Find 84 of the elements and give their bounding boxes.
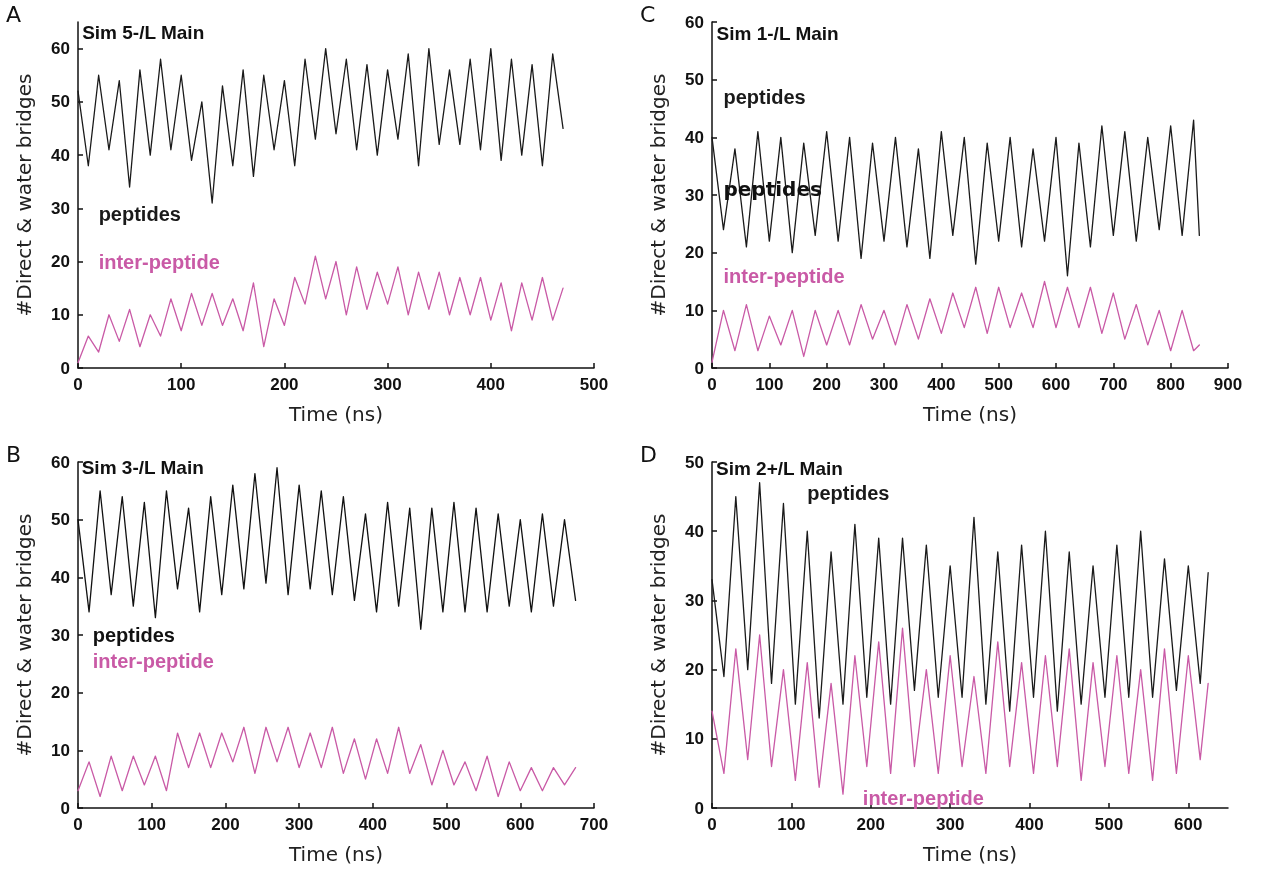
y-tick-label: 50: [685, 70, 704, 90]
y-tick-label: 40: [51, 567, 70, 587]
y-tick-label: 20: [685, 243, 704, 263]
y-axis-title: #Direct & water bridges: [12, 73, 36, 317]
y-tick-label: 60: [51, 452, 70, 472]
text: inter-peptide: [92, 649, 214, 672]
x-tick-label: 900: [1213, 375, 1243, 394]
x-tick-label: 0: [73, 375, 83, 394]
x-tick-label: 0: [73, 815, 83, 834]
text: A: [6, 1, 22, 27]
x-tick-label: 300: [869, 375, 899, 394]
y-tick-label: 40: [685, 127, 704, 147]
x-tick-label: 200: [211, 815, 240, 834]
y-tick-label: 20: [51, 683, 70, 703]
x-tick-label: 400: [927, 375, 956, 394]
x-tick-label: 300: [373, 375, 402, 394]
y-axis-title: #Direct & water bridges: [646, 73, 670, 317]
y-axis-title: #Direct & water bridges: [12, 513, 36, 757]
x-tick-label: 200: [856, 815, 885, 834]
y-tick-label: 50: [685, 452, 704, 472]
series-label: peptides: [92, 624, 175, 646]
series-label: inter-peptide: [723, 264, 845, 287]
y-tick-label: 60: [685, 12, 704, 32]
x-axis-title: Time (ns): [287, 842, 384, 866]
y-tick-label: 50: [51, 510, 70, 530]
x-tick-label: 700: [579, 815, 609, 834]
x-tick-label: 100: [167, 375, 196, 394]
x-tick-label: 700: [1099, 375, 1128, 394]
y-tick-label: 0: [694, 358, 704, 378]
y-tick-label: 10: [685, 300, 704, 320]
x-axis-title: Time (ns): [921, 842, 1018, 866]
chart-title: Sim 3-/L Main: [81, 457, 204, 479]
x-tick-label: 200: [812, 375, 841, 394]
chart-title: Sim 2+/L Main: [715, 458, 843, 480]
y-tick-label: 60: [51, 39, 70, 59]
y-tick-label: 30: [685, 590, 704, 610]
y-tick-label: 30: [51, 625, 70, 645]
x-tick-label: 100: [777, 815, 806, 834]
x-tick-label: 0: [707, 375, 717, 394]
x-tick-label: 300: [284, 815, 314, 834]
series-label: inter-peptide: [98, 250, 220, 273]
y-tick-label: 30: [51, 198, 70, 218]
y-tick-label: 40: [51, 145, 70, 165]
x-tick-label: 0: [707, 815, 717, 834]
text: D: [640, 441, 657, 467]
y-tick-label: 10: [51, 740, 70, 760]
x-tick-label: 300: [935, 815, 965, 834]
x-tick-label: 500: [984, 375, 1013, 394]
y-tick-label: 0: [60, 358, 70, 378]
series-label: peptides: [807, 482, 890, 505]
text: C: [640, 1, 656, 27]
line-series: [77, 255, 564, 364]
y-tick-label: 0: [694, 798, 704, 818]
x-tick-label: 800: [1156, 375, 1185, 394]
x-axis-title: Time (ns): [287, 402, 384, 426]
chart-title: Sim 1-/L Main: [716, 23, 839, 45]
y-tick-label: 50: [51, 92, 70, 112]
x-tick-label: 100: [137, 815, 166, 834]
x-tick-label: 600: [506, 815, 535, 834]
chart-title: Sim 5-/L Main: [82, 22, 205, 44]
y-axis-title: #Direct & water bridges: [646, 513, 670, 757]
y-tick-label: 20: [51, 252, 70, 272]
y-tick-label: 20: [685, 660, 704, 680]
series-label: peptides: [98, 202, 181, 225]
x-tick-label: 400: [1015, 815, 1044, 834]
x-tick-label: 400: [358, 815, 388, 834]
x-axis-title: Time (ns): [921, 402, 1018, 426]
x-tick-label: 500: [579, 375, 609, 394]
series-label: inter-peptide: [862, 787, 984, 810]
y-tick-label: 10: [51, 305, 70, 325]
line-series: [77, 726, 577, 798]
y-tick-label: 40: [685, 521, 704, 541]
x-tick-label: 600: [1174, 815, 1203, 834]
x-tick-label: 500: [1094, 815, 1124, 834]
text: B: [6, 441, 22, 467]
x-tick-label: 500: [432, 815, 461, 834]
y-tick-label: 30: [685, 185, 704, 205]
x-tick-label: 200: [270, 375, 299, 394]
y-tick-label: 0: [60, 798, 70, 818]
x-tick-label: 600: [1041, 375, 1071, 394]
x-tick-label: 100: [755, 375, 784, 394]
y-tick-label: 10: [685, 729, 704, 749]
series-label: peptides: [723, 85, 806, 108]
x-tick-label: 400: [476, 375, 505, 394]
